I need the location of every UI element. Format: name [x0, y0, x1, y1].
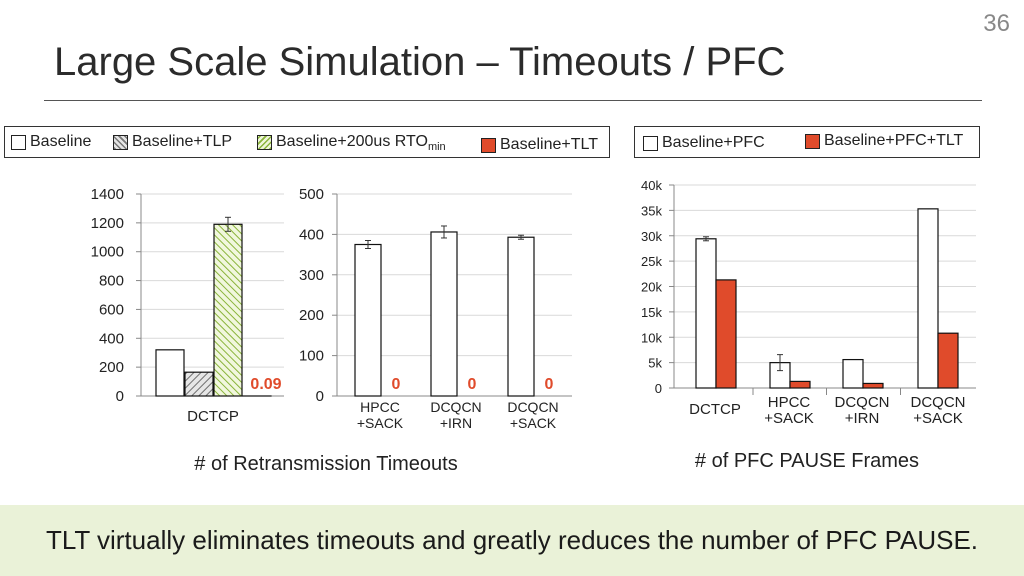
x-tick-label: DCQCN — [835, 394, 890, 411]
y-tick-label: 20k — [641, 280, 662, 295]
y-tick-label: 400 — [99, 330, 124, 347]
bar-baseline — [155, 349, 185, 397]
x-axis-title: # of PFC PAUSE Frames — [695, 450, 919, 472]
bar-baseline-pfc — [695, 238, 717, 389]
x-axis-title: # of Retransmission Timeouts — [194, 453, 457, 475]
legend-item-pfc-tlt: Baseline+PFC+TLT — [805, 131, 963, 151]
y-tick-label: 35k — [641, 203, 662, 218]
charts-canvas: 0 200 400 600 800 1000 1200 1400 0.09 DCTCP 0 100 20… — [91, 178, 976, 475]
legend-item-baseline: Baseline — [11, 132, 91, 152]
y-tick-label: 0 — [316, 388, 324, 405]
y-tick-label: 1200 — [91, 215, 124, 232]
x-tick-label: +SACK — [357, 415, 404, 431]
legend-label-rto: Baseline+200us RTO — [276, 133, 428, 150]
conclusion-banner: TLT virtually eliminates timeouts and gr… — [0, 505, 1024, 576]
y-tick-label: 200 — [99, 359, 124, 376]
y-tick-label: 30k — [641, 229, 662, 244]
x-tick-label: DCQCN — [911, 394, 966, 411]
bar-baseline-pfc — [842, 358, 864, 389]
legend-label-rto-subscript: min — [427, 141, 446, 153]
y-tick-label: 25k — [641, 254, 662, 269]
x-tick-label: +SACK — [510, 415, 557, 431]
legend-left: Baseline Baseline+TLP Baseline+200us RTO… — [4, 126, 610, 158]
legend-swatch-tlp — [113, 134, 128, 150]
slide-number: 36 — [983, 10, 1010, 37]
title-divider — [44, 100, 982, 101]
legend-label-pfc: Baseline+PFC — [662, 134, 765, 151]
slide-title: Large Scale Simulation – Timeouts / PFC — [54, 40, 786, 84]
legend-item-pfc: Baseline+PFC — [643, 133, 765, 153]
legend-item-rto: Baseline+200us RTO min — [257, 132, 446, 153]
legend-swatch-pfc — [643, 135, 658, 151]
conclusion-text: TLT virtually eliminates timeouts and gr… — [45, 525, 979, 555]
y-tick-label: 400 — [299, 226, 324, 243]
data-label-tlt: 0 — [392, 376, 401, 393]
y-tick-label: 0 — [655, 381, 662, 396]
y-tick-label: 15k — [641, 305, 662, 320]
y-tick-label: 1400 — [91, 186, 124, 203]
y-tick-label: 600 — [99, 301, 124, 318]
y-tick-label: 10k — [641, 330, 662, 345]
x-tick-label: +IRN — [440, 415, 472, 431]
x-tick-label: DCQCN — [507, 399, 558, 415]
bar-baseline — [354, 243, 382, 397]
x-tick-label: +SACK — [764, 410, 814, 427]
bar-baseline-pfc-tlt — [789, 380, 811, 389]
legend-item-tlp: Baseline+TLP — [113, 132, 232, 152]
legend-label-pfc-tlt: Baseline+PFC+TLT — [824, 132, 964, 149]
bar-baseline-pfc — [917, 208, 939, 389]
y-tick-label: 100 — [299, 348, 324, 365]
x-tick-label: DCTCP — [689, 401, 741, 418]
x-tick-label: HPCC — [360, 399, 400, 415]
bar-baseline-pfc-tlt — [862, 382, 884, 389]
legend-item-tlt: Baseline+TLT — [481, 135, 598, 155]
legend-swatch-rto — [257, 134, 272, 150]
legend-right: Baseline+PFC Baseline+PFC+TLT — [634, 126, 980, 158]
y-tick-label: 40k — [641, 178, 662, 193]
legend-swatch-tlt — [481, 137, 496, 153]
bar-baseline-pfc-tlt — [715, 279, 737, 389]
y-tick-label: 300 — [299, 267, 324, 284]
data-label-tlt: 0 — [468, 376, 477, 393]
legend-swatch-pfc-tlt — [805, 133, 820, 149]
bar-baseline — [430, 231, 458, 397]
legend-label-baseline: Baseline — [30, 133, 92, 150]
x-tick-label: DCQCN — [430, 399, 481, 415]
x-tick-label: +SACK — [913, 410, 963, 427]
bar-baseline-tlp — [184, 371, 214, 397]
data-label-tlt: 0.09 — [250, 376, 281, 393]
x-tick-label: +IRN — [845, 410, 880, 427]
y-tick-label: 500 — [299, 186, 324, 203]
y-tick-label: 800 — [99, 273, 124, 290]
legend-label-tlt: Baseline+TLT — [500, 136, 598, 153]
y-tick-label: 1000 — [91, 244, 124, 261]
bar-baseline-pfc-tlt — [937, 332, 959, 389]
y-tick-label: 0 — [116, 388, 124, 405]
y-tick-label: 200 — [299, 307, 324, 324]
x-tick-label: HPCC — [768, 394, 811, 411]
bar-baseline-200us-rtomin — [213, 223, 243, 397]
legend-swatch-baseline — [11, 134, 26, 150]
bar-baseline — [507, 236, 535, 397]
legend-label-tlp: Baseline+TLP — [132, 133, 233, 150]
y-tick-label: 5k — [648, 356, 662, 371]
data-label-tlt: 0 — [545, 376, 554, 393]
x-tick-label: DCTCP — [187, 408, 239, 425]
